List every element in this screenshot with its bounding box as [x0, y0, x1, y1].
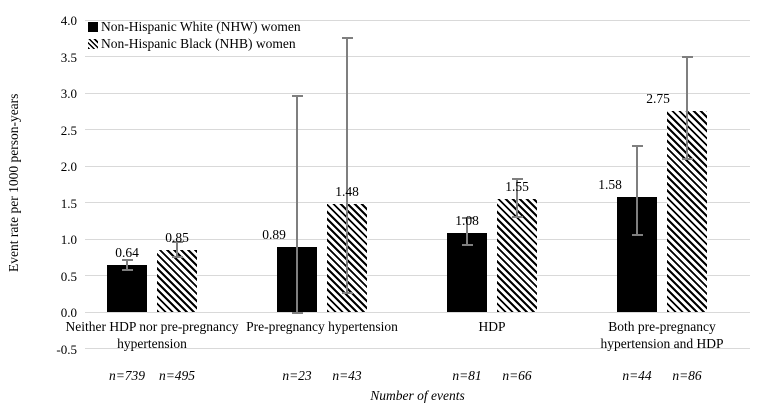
error-bar-line: [636, 146, 638, 236]
y-gridline: [85, 202, 750, 203]
y-tick-label: 0.0: [60, 305, 77, 320]
y-gridline: [85, 275, 750, 276]
legend-item-nhw: Non-Hispanic White (NHW) women: [88, 18, 301, 35]
category-label: Both pre-pregnancy hypertension and HDP: [600, 319, 724, 352]
events-count-label: n=44: [622, 368, 652, 383]
error-bar-line: [346, 37, 348, 294]
error-bar-cap-top: [171, 240, 183, 243]
legend-label-nhw: Non-Hispanic White (NHW) women: [101, 18, 301, 34]
error-bar-cap-bottom: [631, 234, 643, 237]
y-gridline: [85, 311, 750, 313]
events-count-label: n=81: [452, 368, 482, 383]
events-count-label: n=86: [672, 368, 702, 383]
bar-nhb: [157, 249, 197, 312]
category-label: HDP: [478, 319, 506, 334]
error-bar-line: [296, 95, 298, 314]
error-bar-cap-bottom: [291, 312, 303, 315]
error-bar-cap-bottom: [121, 268, 133, 271]
y-tick-label: 2.5: [60, 122, 77, 138]
bar-value-label: 0.89: [262, 227, 286, 243]
y-tick-label: 4.0: [60, 13, 77, 28]
legend-item-nhb: Non-Hispanic Black (NHB) women: [88, 35, 301, 52]
y-tick-label: 1.0: [60, 232, 77, 247]
nhb-hatch-swatch-icon: [88, 38, 98, 49]
y-gridline: [85, 348, 750, 349]
category-label: Pre-pregnancy hypertension: [246, 319, 398, 334]
bar-value-label: 1.55: [505, 178, 529, 194]
legend: Non-Hispanic White (NHW) women Non-Hispa…: [88, 18, 301, 52]
error-bar-cap-bottom: [681, 157, 693, 160]
y-gridline: [85, 56, 750, 57]
error-bar-cap-top: [461, 216, 473, 219]
category-label: Neither HDP nor pre-pregnancy hypertensi…: [65, 319, 239, 352]
events-count-label: n=23: [282, 368, 312, 383]
y-axis-title: Event rate per 1000 person-years: [6, 93, 21, 272]
error-bar-cap-top: [121, 259, 133, 262]
error-bar-cap-bottom: [461, 243, 473, 246]
error-bar-cap-top: [511, 178, 523, 181]
y-tick-label: 2.0: [60, 159, 77, 174]
y-tick-label: 3.5: [60, 49, 77, 65]
y-gridline: [85, 238, 750, 240]
error-bar-line: [516, 179, 518, 218]
bar-value-label: 1.58: [598, 176, 622, 192]
error-bar-line: [126, 260, 128, 270]
error-bar-cap-bottom: [511, 216, 523, 219]
x-axis-title: Number of events: [370, 388, 465, 403]
bar-nhw: [447, 233, 487, 312]
bar-value-label: 0.85: [165, 229, 189, 245]
error-bar-cap-top: [681, 55, 693, 58]
legend-label-nhb: Non-Hispanic Black (NHB) women: [101, 35, 296, 51]
error-bar-line: [686, 56, 688, 159]
error-bar-cap-bottom: [171, 255, 183, 258]
events-count-label: n=495: [158, 368, 196, 383]
error-bar-cap-bottom: [341, 292, 353, 295]
y-tick-label: -0.5: [56, 341, 77, 357]
error-bar-line: [176, 241, 178, 257]
nhw-solid-swatch-icon: [88, 21, 98, 32]
events-count-label: n=43: [332, 368, 362, 383]
bar-value-label: 1.08: [455, 213, 479, 229]
y-gridline: [85, 165, 750, 167]
events-count-label: n=66: [502, 368, 532, 383]
y-tick-label: 0.5: [60, 268, 77, 284]
y-gridline: [85, 92, 750, 94]
bar-value-label: 0.64: [115, 245, 139, 261]
y-tick-label: 3.0: [60, 86, 77, 101]
y-gridline: [85, 19, 750, 21]
error-bar-line: [466, 217, 468, 245]
bar-nhw: [107, 265, 147, 312]
y-tick-label: 1.5: [60, 195, 77, 211]
bar-value-label: 1.48: [335, 183, 359, 199]
events-count-label: n=739: [108, 368, 146, 383]
error-bar-cap-top: [291, 94, 303, 97]
error-bar-cap-top: [631, 145, 643, 148]
bar-value-label: 2.75: [646, 91, 670, 107]
error-bar-cap-top: [341, 36, 353, 39]
y-gridline: [85, 129, 750, 130]
